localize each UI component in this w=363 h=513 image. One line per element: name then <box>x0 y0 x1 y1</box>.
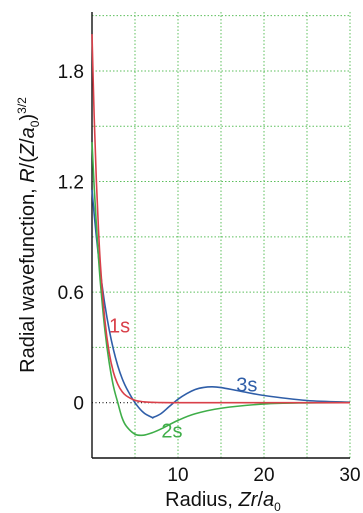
x-tick-label: 30 <box>339 465 360 486</box>
y-tick-label: 0 <box>73 394 84 415</box>
y-axis-title: Radial wavefunction, R/(Z/a0)3/2 <box>15 97 42 373</box>
y-tick-label: 1.8 <box>58 62 84 83</box>
series-lines <box>91 34 351 437</box>
x-tick-label: 10 <box>167 465 188 486</box>
series-labels: 1s 2s 3s <box>109 315 257 442</box>
series-label-2s: 2s <box>161 420 182 442</box>
series-line-2s <box>91 142 351 437</box>
y-tick-label: 1.2 <box>58 173 84 194</box>
series-label-3s: 3s <box>236 374 257 396</box>
axis-titles: Radius, Zr/a0 Radial wavefunction, R/(Z/a… <box>15 97 281 513</box>
series-line-1s <box>91 34 350 404</box>
tick-labels: 10 20 30 0 0.6 1.2 1.8 <box>58 62 361 486</box>
grid <box>92 12 351 459</box>
series-label-1s: 1s <box>109 315 130 337</box>
x-axis-title: Radius, Zr/a0 <box>165 489 281 513</box>
y-tick-label: 0.6 <box>58 283 84 304</box>
x-tick-label: 20 <box>253 465 274 486</box>
